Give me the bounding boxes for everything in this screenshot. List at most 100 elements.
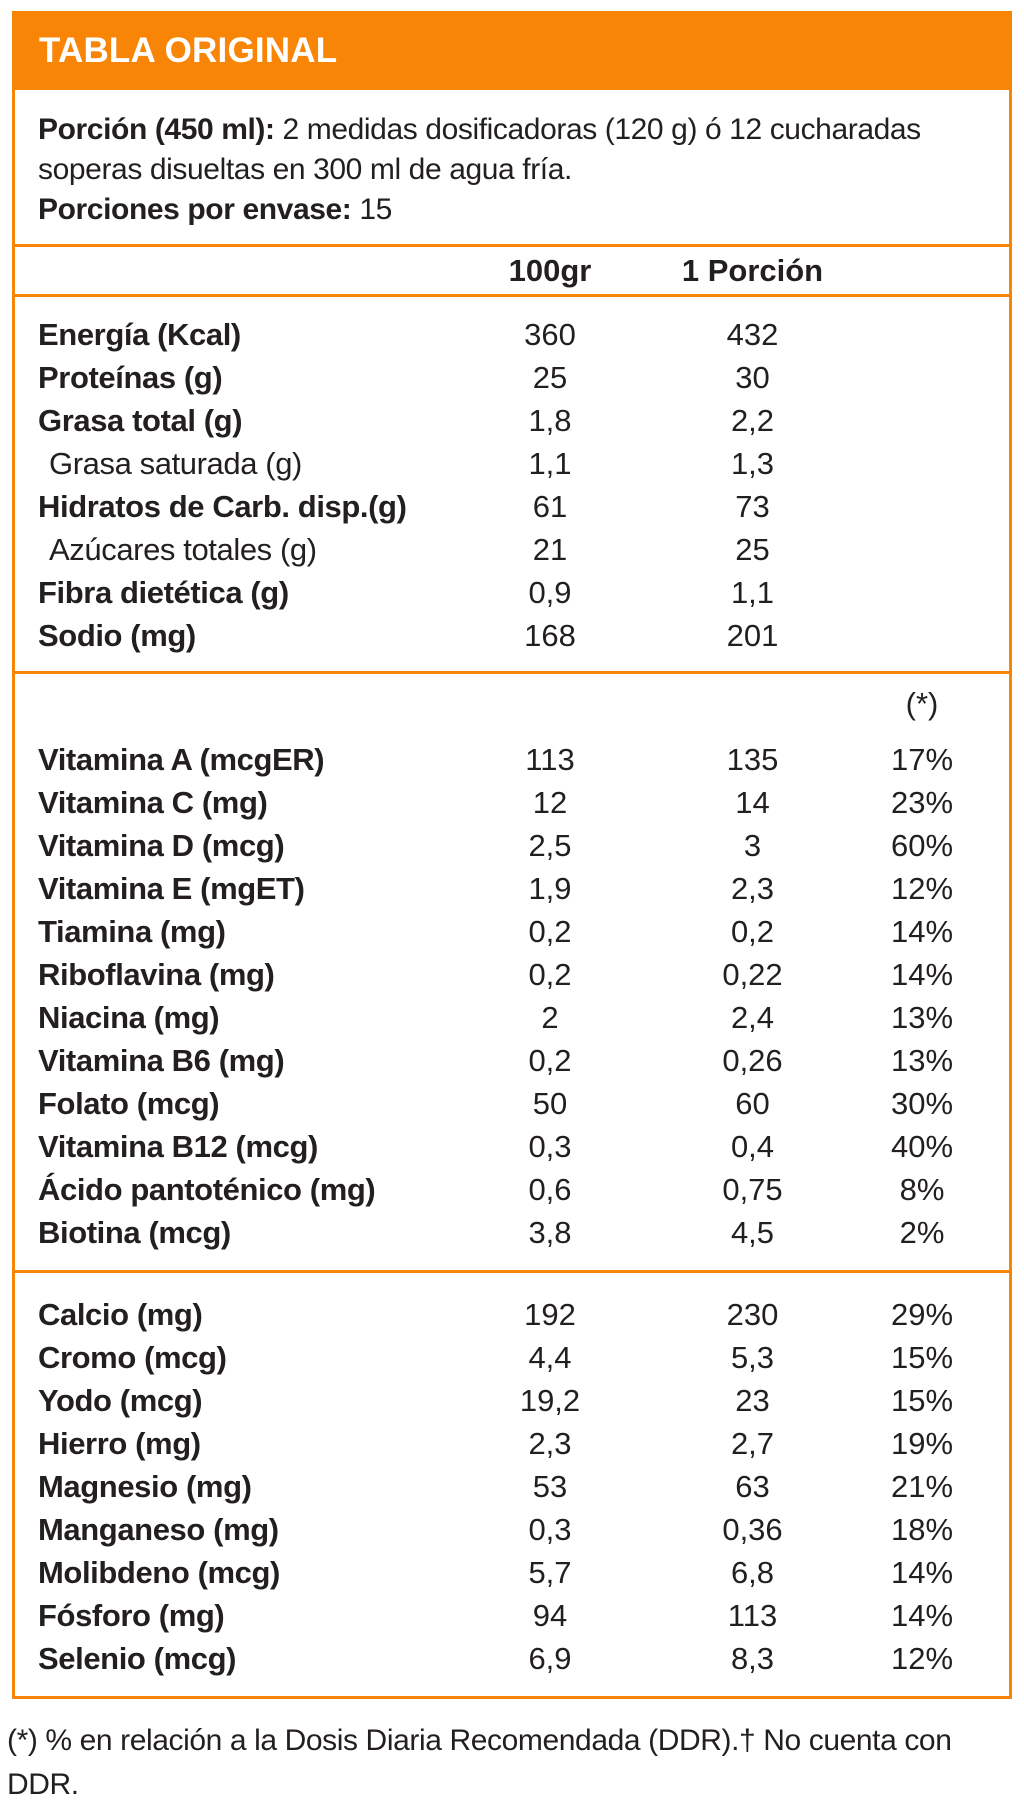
table-row: Selenio (mcg) 6,9 8,3 12% xyxy=(15,1637,1009,1680)
table-row: Cromo (mcg) 4,4 5,3 15% xyxy=(15,1336,1009,1379)
value-per-serving: 3 xyxy=(743,827,762,863)
value-per-serving: 2,7 xyxy=(730,1425,775,1461)
value-per-serving: 230 xyxy=(726,1296,779,1332)
nutrient-label: Vitamina E (mgET) xyxy=(38,870,305,906)
table-row: Fósforo (mg) 94 113 14% xyxy=(15,1594,1009,1637)
nutrient-label: Hierro (mg) xyxy=(38,1425,201,1461)
value-per-100g: 1,9 xyxy=(528,870,572,906)
nutrient-label: Magnesio (mg) xyxy=(38,1468,252,1504)
value-per-100g: 21 xyxy=(532,531,568,567)
column-header-per-100g: 100gr xyxy=(508,252,592,288)
value-per-serving: 8,3 xyxy=(730,1640,775,1676)
table-row: Sodio (mg) 168 201 xyxy=(15,614,1009,657)
value-per-100g: 5,7 xyxy=(528,1554,572,1590)
value-per-serving: 23 xyxy=(735,1382,770,1418)
table-row: Vitamina B12 (mcg) 0,3 0,4 40% xyxy=(15,1125,1009,1168)
value-per-serving: 0,2 xyxy=(730,913,775,949)
value-ddr-percent: 18% xyxy=(890,1511,954,1547)
table-row: Fibra dietética (g) 0,9 1,1 xyxy=(15,571,1009,614)
table-row: Ácido pantoténico (mg) 0,6 0,75 8% xyxy=(15,1168,1009,1211)
value-per-100g: 25 xyxy=(532,359,568,395)
value-per-serving: 25 xyxy=(735,531,770,567)
table-row: Vitamina B6 (mg) 0,2 0,26 13% xyxy=(15,1039,1009,1082)
value-per-serving: 60 xyxy=(735,1085,770,1121)
value-ddr-percent: 14% xyxy=(890,1597,954,1633)
value-per-serving: 73 xyxy=(735,488,770,524)
nutrient-label: Grasa total (g) xyxy=(38,402,243,438)
value-ddr-percent: 40% xyxy=(890,1128,954,1164)
value-per-100g: 53 xyxy=(532,1468,568,1504)
nutrient-label: Folato (mcg) xyxy=(38,1085,220,1121)
table-row: Grasa total (g) 1,8 2,2 xyxy=(15,399,1009,442)
value-ddr-percent: 14% xyxy=(890,1554,954,1590)
nutrient-label: Niacina (mg) xyxy=(38,999,220,1035)
nutrient-label: Molibdeno (mcg) xyxy=(38,1554,280,1590)
table-row: Grasa saturada (g) 1,1 1,3 xyxy=(15,442,1009,485)
value-ddr-percent: 30% xyxy=(890,1085,954,1121)
servings-per-container-line: Porciones por envase: 15 xyxy=(38,190,989,230)
value-ddr-percent: 14% xyxy=(890,913,954,949)
vitamins-rows: Vitamina A (mcgER) 113 135 17% Vitamina C (m… xyxy=(15,738,1009,1254)
value-per-100g: 360 xyxy=(524,316,576,352)
value-ddr-percent: 19% xyxy=(890,1425,954,1461)
value-per-100g: 0,9 xyxy=(528,574,572,610)
value-ddr-percent: 8% xyxy=(899,1171,945,1207)
value-per-100g: 0,6 xyxy=(528,1171,572,1207)
table-row: Vitamina D (mcg) 2,5 3 60% xyxy=(15,824,1009,867)
value-per-serving: 0,26 xyxy=(722,1042,783,1078)
value-per-serving: 0,36 xyxy=(722,1511,783,1547)
value-per-100g: 2 xyxy=(541,999,559,1035)
value-per-100g: 12 xyxy=(532,784,568,820)
table-row: Molibdeno (mcg) 5,7 6,8 14% xyxy=(15,1551,1009,1594)
servings-per-container-label: Porciones por envase: xyxy=(38,193,352,226)
value-per-serving: 135 xyxy=(726,741,779,777)
nutrient-label: Sodio (mg) xyxy=(38,617,196,653)
value-per-serving: 201 xyxy=(726,617,779,653)
value-per-serving: 1,1 xyxy=(730,574,775,610)
nutrient-label: Selenio (mcg) xyxy=(38,1640,237,1676)
value-per-serving: 14 xyxy=(735,784,770,820)
value-ddr-percent: 23% xyxy=(890,784,954,820)
table-row: Folato (mcg) 50 60 30% xyxy=(15,1082,1009,1125)
value-per-100g: 2,5 xyxy=(528,827,572,863)
table-row: Azúcares totales (g) 21 25 xyxy=(15,528,1009,571)
value-per-100g: 2,3 xyxy=(528,1425,572,1461)
value-per-100g: 1,1 xyxy=(528,445,572,481)
nutrient-label: Tiamina (mg) xyxy=(38,913,226,949)
table-row: Biotina (mcg) 3,8 4,5 2% xyxy=(15,1211,1009,1254)
nutrient-label: Yodo (mcg) xyxy=(38,1382,203,1418)
nutrient-label: Cromo (mcg) xyxy=(38,1339,227,1375)
value-per-serving: 0,22 xyxy=(722,956,783,992)
value-per-serving: 63 xyxy=(735,1468,770,1504)
serving-size-line: Porción (450 ml): 2 medidas dosificadora… xyxy=(38,110,989,190)
ddr-column-header: (*) xyxy=(905,686,939,721)
value-ddr-percent: 2% xyxy=(899,1214,945,1250)
table-row: Proteínas (g) 25 30 xyxy=(15,356,1009,399)
value-per-100g: 4,4 xyxy=(528,1339,572,1375)
table-row: Vitamina E (mgET) 1,9 2,3 12% xyxy=(15,867,1009,910)
table-row: Energía (Kcal) 360 432 xyxy=(15,313,1009,356)
value-ddr-percent: 14% xyxy=(890,956,954,992)
minerals-section: Calcio (mg) 192 230 29% Cromo (mcg) 4,4 5,3 15%… xyxy=(15,1273,1009,1696)
page-title: TABLA ORIGINAL xyxy=(39,30,338,70)
value-ddr-percent: 13% xyxy=(890,999,954,1035)
value-ddr-percent: 21% xyxy=(890,1468,954,1504)
table-row: Yodo (mcg) 19,2 23 15% xyxy=(15,1379,1009,1422)
value-ddr-percent: 12% xyxy=(890,1640,954,1676)
value-per-serving: 0,75 xyxy=(722,1171,783,1207)
table-row: Niacina (mg) 2 2,4 13% xyxy=(15,996,1009,1039)
value-per-100g: 50 xyxy=(532,1085,568,1121)
vitamins-section: (*) Vitamina A (mcgER) 113 135 17% Vitamina … xyxy=(15,674,1009,1273)
nutrient-label: Vitamina D (mcg) xyxy=(38,827,285,863)
value-per-100g: 0,2 xyxy=(528,1042,572,1078)
value-per-serving: 30 xyxy=(735,359,770,395)
table-row: Hierro (mg) 2,3 2,7 19% xyxy=(15,1422,1009,1465)
table-row: Vitamina C (mg) 12 14 23% xyxy=(15,781,1009,824)
nutrient-label: Vitamina B12 (mcg) xyxy=(38,1128,318,1164)
value-per-100g: 168 xyxy=(524,617,576,653)
nutrient-label: Fósforo (mg) xyxy=(38,1597,225,1633)
nutrient-label: Fibra dietética (g) xyxy=(38,574,289,610)
value-per-serving: 2,2 xyxy=(730,402,775,438)
table-row: Calcio (mg) 192 230 29% xyxy=(15,1293,1009,1336)
value-per-100g: 0,3 xyxy=(528,1128,572,1164)
